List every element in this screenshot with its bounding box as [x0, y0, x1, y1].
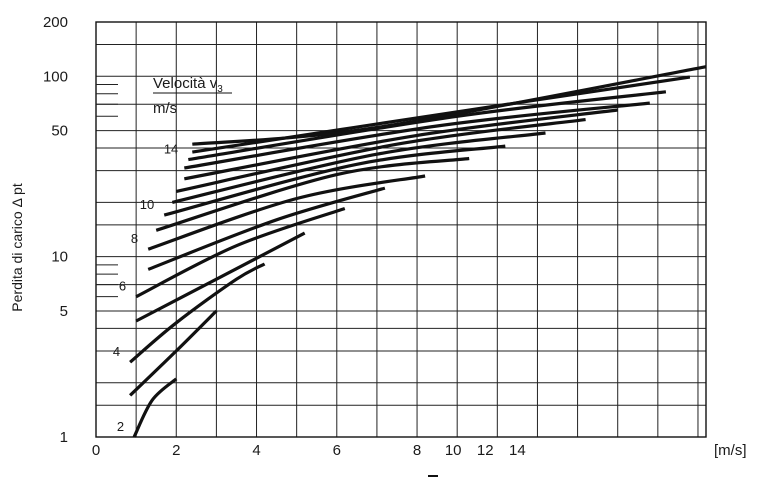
- velocity-curve-14: [188, 90, 667, 162]
- curve-label-14: 14: [164, 142, 178, 157]
- velocity-curve-16: [192, 65, 707, 146]
- velocity-curve-11: [175, 118, 586, 193]
- legend-subscript: 3: [217, 84, 223, 95]
- velocity-curve-3: [129, 262, 266, 364]
- curve-label-6: 6: [119, 279, 126, 294]
- x-tick-label: 14: [509, 442, 526, 459]
- y-axis-label: Perdita di carico Δ pt: [9, 183, 25, 312]
- curve-label-4: 4: [113, 344, 120, 359]
- y-tick-label: 10: [51, 249, 68, 266]
- velocity-curve-9: [163, 144, 506, 217]
- x-unit-label: [m/s]: [714, 442, 747, 459]
- x-tick-label: 4: [252, 442, 260, 459]
- velocity-curve-13: [184, 101, 650, 170]
- y-tick-label: 1: [60, 429, 68, 446]
- velocity-curve-10: [171, 131, 546, 204]
- legend: Velocità v3 m/s: [153, 75, 232, 117]
- x-tick-label: 8: [413, 442, 421, 459]
- y-tick-label: 200: [43, 14, 68, 31]
- y-tick-label: 5: [60, 303, 68, 320]
- x-tick-label: 10: [445, 442, 462, 459]
- velocity-curve-7: [147, 174, 426, 251]
- curve-label-2: 2: [117, 419, 124, 434]
- minor-tick-marks: [96, 84, 118, 298]
- curve-label-10: 10: [140, 197, 154, 212]
- x-tick-label: 2: [172, 442, 180, 459]
- y-tick-label: 100: [43, 68, 68, 85]
- curves: 2 4 6 8 10 14: [113, 65, 707, 438]
- velocity-curve-8: [155, 156, 470, 232]
- y-tick-label: 50: [51, 123, 68, 140]
- legend-title: Velocità v3: [153, 75, 223, 95]
- velocity-curve-5: [135, 206, 346, 299]
- velocity-curve-6: [147, 186, 386, 271]
- tick-labels: 1 5 10 50 100 200 0 2 4 6 8 10 12 14: [43, 14, 526, 459]
- velocity-curve-1: [132, 377, 178, 438]
- velocity-curve-12: [184, 108, 618, 181]
- x-tick-label: 6: [333, 442, 341, 459]
- legend-unit: m/s: [153, 100, 177, 117]
- plot-frame: [95, 21, 707, 438]
- curve-label-8: 8: [131, 231, 138, 246]
- legend-title-text: Velocità v: [153, 75, 218, 92]
- x-tick-label: 12: [477, 442, 494, 459]
- x-tick-label: 0: [92, 442, 100, 459]
- velocity-curve-2: [128, 309, 218, 397]
- velocity-curve-4: [135, 231, 306, 323]
